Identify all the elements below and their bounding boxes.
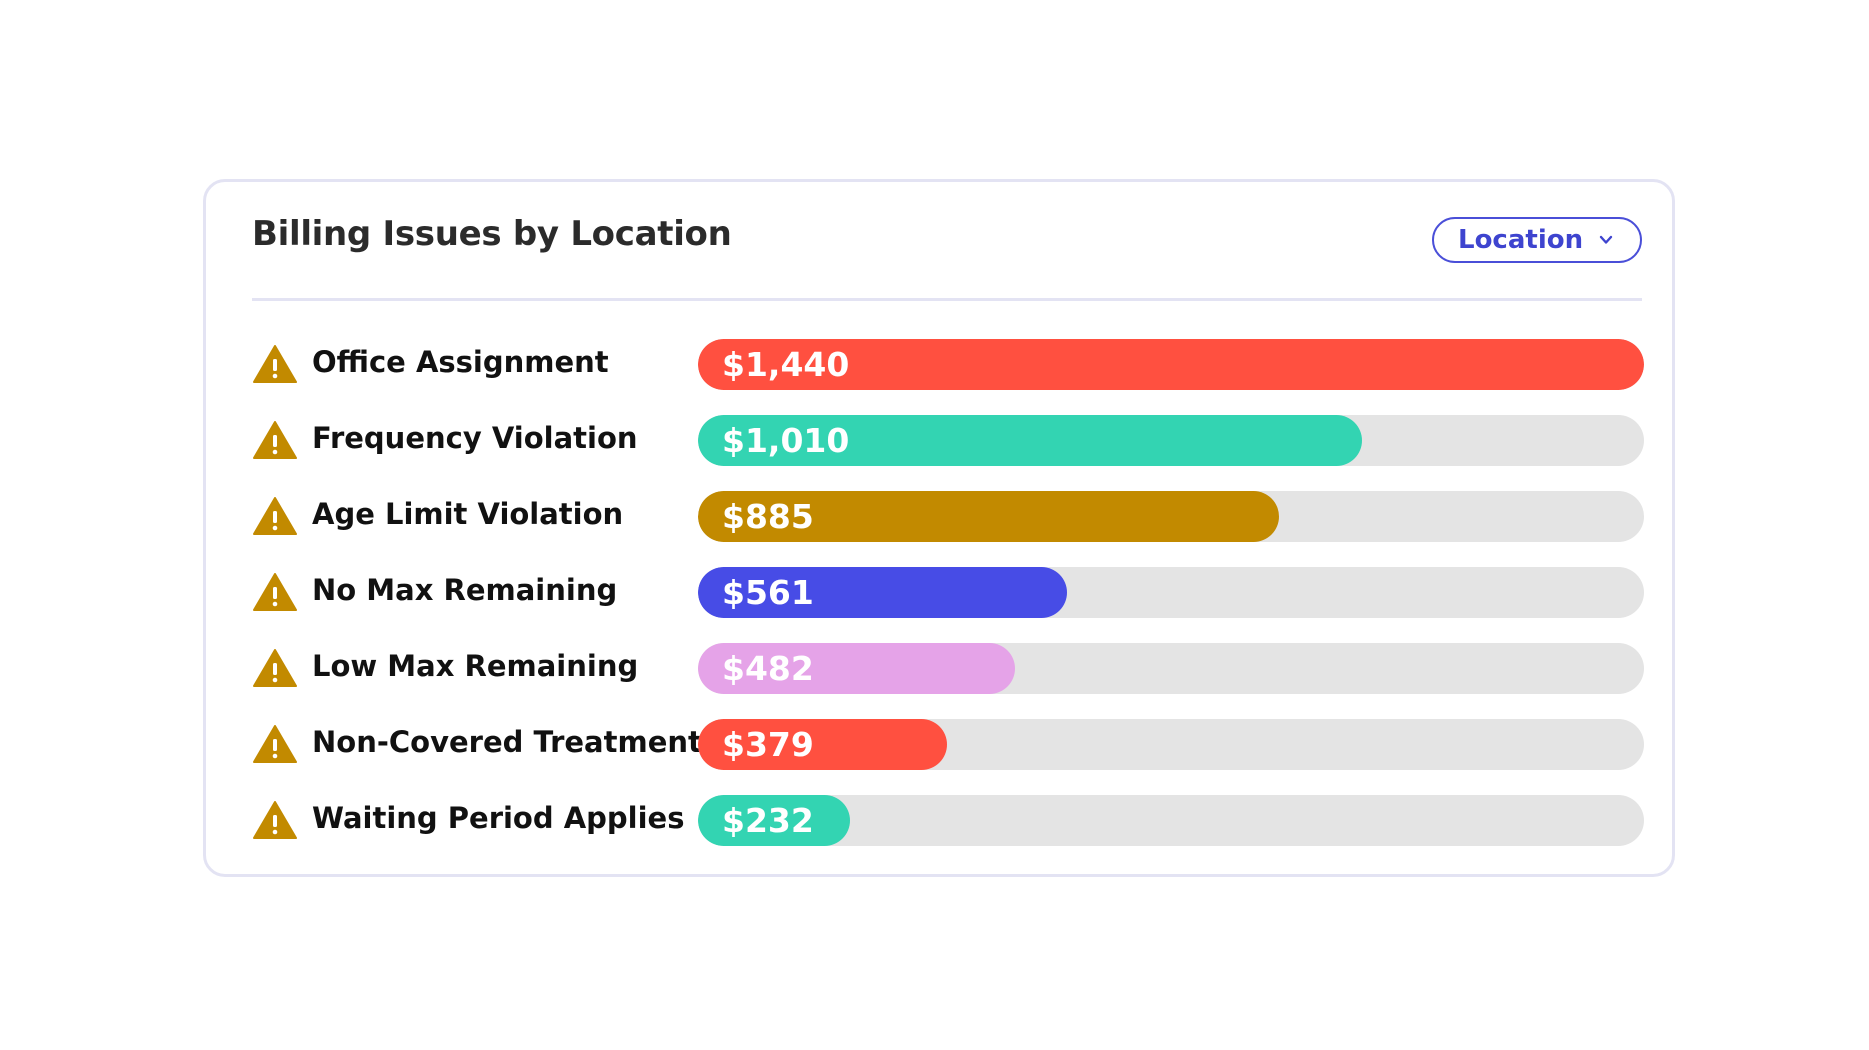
bar-value-label: $1,010 — [722, 421, 850, 460]
bar-track: $232 — [698, 795, 1644, 846]
warning-icon — [253, 801, 297, 839]
bar-fill — [698, 339, 1644, 390]
bar-row: Low Max Remaining $482 — [252, 643, 1644, 694]
bar-fill — [698, 795, 850, 846]
header-divider — [252, 298, 1642, 301]
bar-value-label: $561 — [722, 573, 814, 612]
bar-row: Non-Covered Treatment $379 — [252, 719, 1644, 770]
bar-category-label: Age Limit Violation — [312, 497, 624, 531]
bar-category-label: Non-Covered Treatment — [312, 725, 702, 759]
bar-fill — [698, 567, 1067, 618]
bar-track: $379 — [698, 719, 1644, 770]
bar-category-label: Low Max Remaining — [312, 649, 639, 683]
bar-value-label: $1,440 — [722, 345, 850, 384]
bar-fill — [698, 719, 947, 770]
bar-value-label: $482 — [722, 649, 814, 688]
bar-row: No Max Remaining $561 — [252, 567, 1644, 618]
bar-row: Frequency Violation $1,010 — [252, 415, 1644, 466]
bar-track: $1,440 — [698, 339, 1644, 390]
bar-row: Office Assignment $1,440 — [252, 339, 1644, 390]
bar-row: Waiting Period Applies $232 — [252, 795, 1644, 846]
location-dropdown-label: Location — [1458, 225, 1584, 255]
warning-icon — [253, 421, 297, 459]
bar-row: Age Limit Violation $885 — [252, 491, 1644, 542]
bar-list: Office Assignment $1,440 Frequency Violati… — [252, 339, 1644, 871]
bar-value-label: $885 — [722, 497, 814, 536]
warning-icon — [253, 573, 297, 611]
bar-track: $1,010 — [698, 415, 1644, 466]
bar-track: $482 — [698, 643, 1644, 694]
bar-value-label: $379 — [722, 725, 814, 764]
warning-icon — [253, 497, 297, 535]
location-dropdown[interactable]: Location — [1432, 217, 1642, 263]
warning-icon — [253, 649, 297, 687]
bar-track: $561 — [698, 567, 1644, 618]
bar-fill — [698, 415, 1362, 466]
billing-issues-card: Billing Issues by Location Location Offi… — [203, 179, 1675, 877]
warning-icon — [253, 345, 297, 383]
bar-category-label: Office Assignment — [312, 345, 609, 379]
bar-category-label: No Max Remaining — [312, 573, 618, 607]
bar-track: $885 — [698, 491, 1644, 542]
card-title: Billing Issues by Location — [252, 214, 732, 254]
bar-category-label: Waiting Period Applies — [312, 801, 685, 835]
bar-value-label: $232 — [722, 801, 814, 840]
bar-fill — [698, 491, 1279, 542]
warning-icon — [253, 725, 297, 763]
bar-category-label: Frequency Violation — [312, 421, 638, 455]
chevron-down-icon — [1599, 235, 1613, 244]
bar-fill — [698, 643, 1015, 694]
